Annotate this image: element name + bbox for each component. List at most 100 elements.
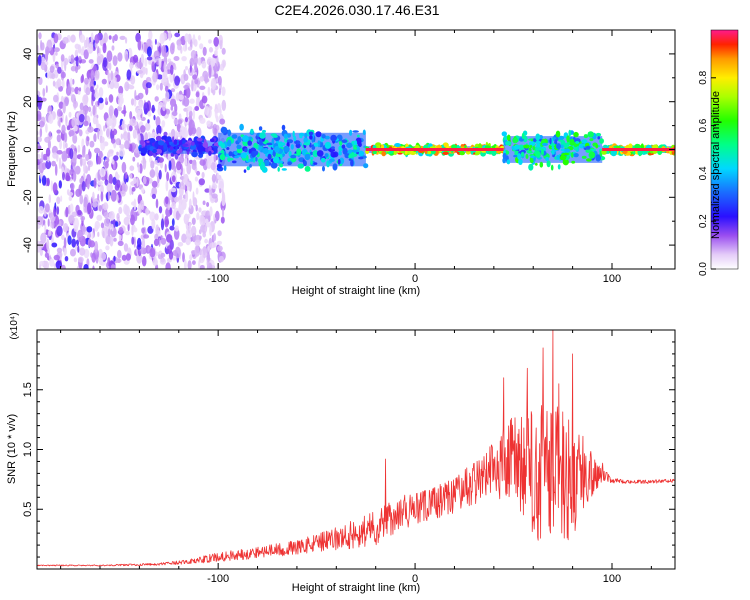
spectrogram-noise-cell <box>111 45 115 51</box>
spectrogram-cell <box>303 160 307 167</box>
spectrogram-cell <box>281 168 287 171</box>
spectrogram-noise-cell <box>100 184 104 194</box>
spectrogram-noise-cell <box>93 177 97 189</box>
spectrogram-noise-cell <box>56 196 61 205</box>
spectrogram-cell <box>587 131 594 138</box>
spectrogram-noise-cell <box>143 234 150 239</box>
spectrogram-noise-cell <box>71 173 74 180</box>
spectrogram-noise-cell <box>44 223 47 234</box>
spectrogram-noise-cell <box>91 231 94 240</box>
spectrogram-noise-cell <box>46 177 50 187</box>
spectrogram-cell <box>443 142 448 148</box>
spectrogram-cell <box>299 135 303 139</box>
spectrogram-noise-cell <box>166 234 173 243</box>
spectrogram-noise-cell <box>178 195 183 200</box>
spectrogram-noise-cell <box>153 238 160 247</box>
spectrogram-noise-cell <box>51 73 56 80</box>
spectrogram-cell <box>517 153 522 160</box>
spectrogram-noise-cell <box>73 61 76 67</box>
spectrogram-noise-cell <box>66 148 70 154</box>
spectrogram-noise-cell <box>52 182 58 194</box>
spectrogram-cell <box>557 135 565 140</box>
spectrogram-axes: -100 0 100 -40 -20 0 20 40 <box>22 29 675 285</box>
spectrogram-noise-cell <box>53 47 60 53</box>
spectrogram-cell <box>308 131 314 136</box>
colorbar <box>710 29 739 270</box>
spectrogram-cell <box>352 130 359 133</box>
spectrogram-cell <box>372 151 377 155</box>
spectrogram-noise-cell <box>123 243 129 252</box>
spectrogram-cell <box>582 143 586 147</box>
spectrogram-cell <box>310 151 314 155</box>
spectrogram-cell <box>288 150 292 157</box>
spectrogram-cell <box>313 162 318 165</box>
spectrogram-cell <box>393 150 397 155</box>
spectrogram-noise-cell <box>61 124 66 135</box>
spectrogram-cell <box>555 130 561 138</box>
spectrogram-noise-cell <box>86 136 90 142</box>
spectrogram-cell <box>310 158 313 165</box>
spectrogram-noise-cell <box>132 176 137 185</box>
spectrogram-noise-cell <box>79 34 86 43</box>
spectrogram-noise-cell <box>51 242 58 248</box>
spectrogram-cell <box>502 152 507 160</box>
spectrogram-noise-cell <box>164 85 169 92</box>
spectrogram-noise-cell <box>149 211 156 222</box>
spectrogram-noise-cell <box>148 30 153 41</box>
spectrogram-noise-cell <box>183 97 190 107</box>
spectrogram-cell <box>243 169 247 173</box>
spectrogram-noise-cell <box>153 114 156 121</box>
spectrogram-noise-cell <box>214 108 218 119</box>
spectrogram-noise-cell <box>141 204 144 211</box>
spectrogram-noise-cell <box>121 161 127 174</box>
spectrogram-noise-cell <box>196 212 200 221</box>
spectrogram-xtick-label: 0 <box>412 273 418 285</box>
spectrogram-noise-cell <box>199 85 206 91</box>
spectrogram-noise-cell <box>39 264 42 269</box>
spectrogram-noise-cell <box>202 231 206 238</box>
spectrogram-noise-cell <box>83 120 89 127</box>
spectrogram-noise-cell <box>63 246 67 257</box>
spectrogram-noise-cell <box>98 205 102 212</box>
spectrogram-noise-cell <box>136 162 140 168</box>
spectrogram-ytick-label: 40 <box>22 48 34 60</box>
spectrogram-cell <box>532 145 535 151</box>
snr-ytick-label: 1.5 <box>22 382 34 397</box>
spectrogram-noise-cell <box>133 98 137 107</box>
spectrogram-noise-cell <box>40 39 43 51</box>
spectrogram-cell <box>331 146 335 150</box>
spectrogram-noise-cell <box>190 127 197 135</box>
spectrogram-cell <box>223 165 227 172</box>
spectrogram-noise-cell <box>91 252 96 263</box>
spectrogram-noise-cell <box>171 111 178 117</box>
spectrogram-noise-cell <box>37 110 42 120</box>
spectrogram-noise-cell <box>106 183 113 193</box>
spectrogram-noise-cell <box>201 60 207 69</box>
spectrogram-noise-cell <box>132 54 139 63</box>
spectrogram-noise-cell <box>88 106 92 113</box>
spectrogram-cell <box>528 163 534 171</box>
spectrogram-noise-cell <box>108 260 112 268</box>
spectrogram-noise-cell <box>216 172 220 180</box>
spectrogram-noise-cell <box>75 165 81 175</box>
spectrogram-noise-cell <box>149 247 156 258</box>
spectrogram-noise-cell <box>78 129 83 137</box>
spectrogram-cell <box>535 133 541 141</box>
spectrogram-noise-cell <box>45 85 48 93</box>
spectrogram-noise-cell <box>151 180 158 188</box>
spectrogram-cell <box>272 156 280 164</box>
spectrogram-noise-cell <box>56 225 63 237</box>
spectrogram-noise-cell <box>127 131 131 142</box>
spectrogram-noise-cell <box>154 233 159 241</box>
spectrogram-noise-cell <box>101 78 107 85</box>
spectrogram-noise-cell <box>199 159 206 166</box>
spectrogram-noise-cell <box>104 217 110 227</box>
spectrogram-noise-cell <box>167 204 171 211</box>
spectrogram-noise-cell <box>101 226 108 239</box>
spectrogram-noise-cell <box>90 32 94 43</box>
spectrogram-cell <box>506 159 511 165</box>
spectrogram-noise-cell <box>207 246 210 251</box>
spectrogram-noise-cell <box>174 65 177 71</box>
spectrogram-noise-cell <box>115 173 120 180</box>
spectrogram-noise-cell <box>116 213 120 221</box>
